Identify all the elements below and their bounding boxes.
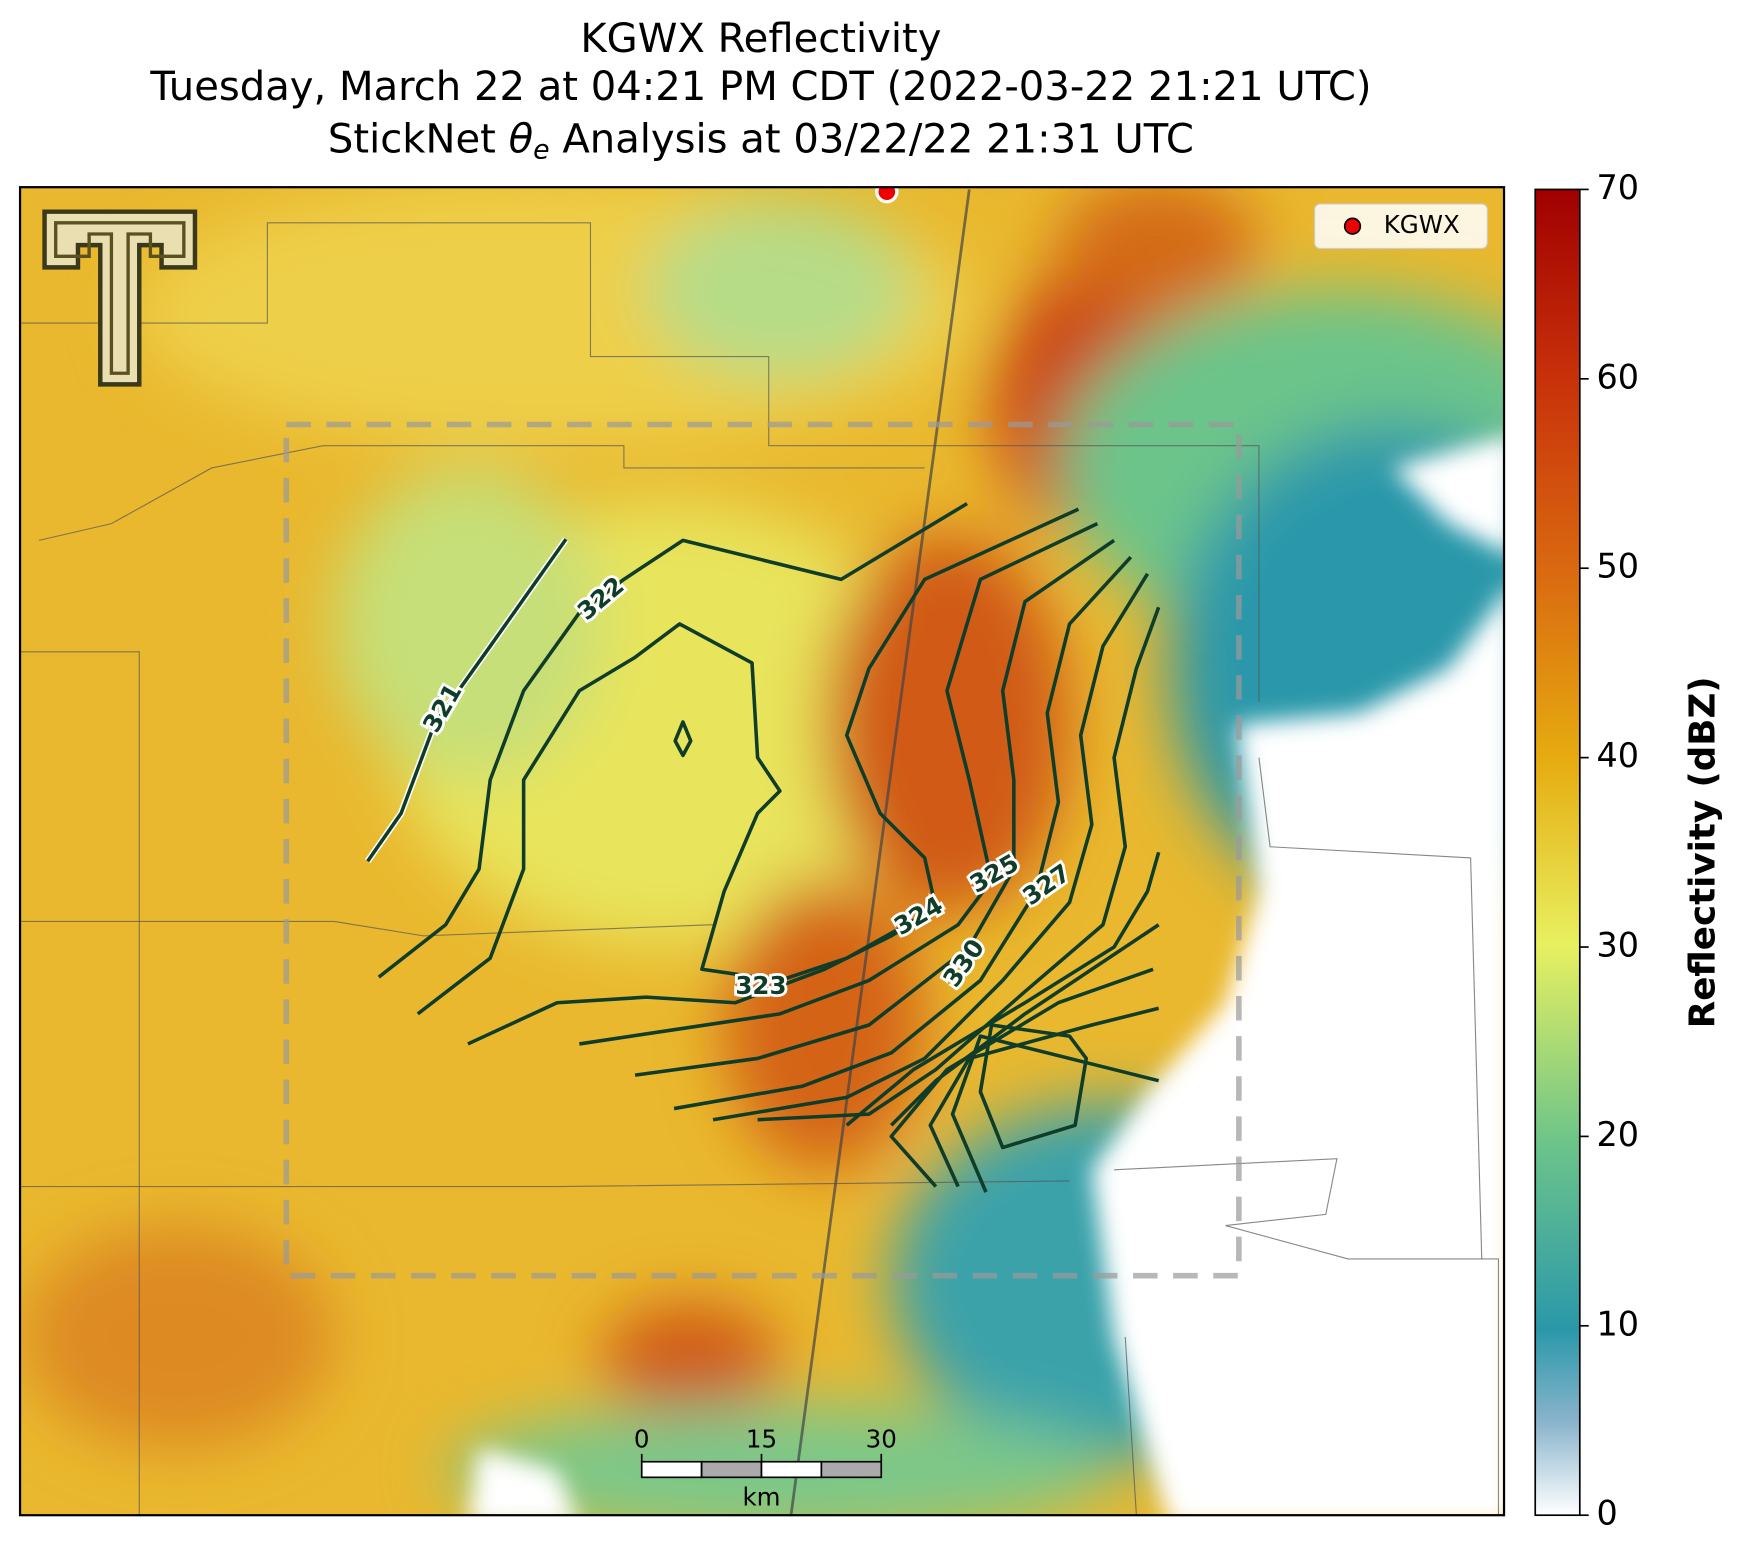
title: KGWX Reflectivity — [580, 16, 941, 62]
scale-tick-label: 15 — [746, 1425, 777, 1454]
scale-tick-label: 30 — [866, 1425, 897, 1454]
subtitle: Tuesday, March 22 at 04:21 PM CDT (2022-… — [149, 64, 1371, 110]
map-frame — [18, 186, 1506, 1517]
text: Analysis at 03/22/22 21:31 UTC — [550, 117, 1194, 163]
colorbar-tick-label: 30 — [1597, 926, 1640, 965]
contours — [364, 502, 1161, 1193]
analysis-title: StickNet θe Analysis at 03/22/22 21:31 U… — [328, 117, 1194, 165]
colorbar: 0 10 20 30 40 50 60 70 — [1534, 168, 1640, 1533]
scale-segment — [820, 1460, 883, 1479]
colorbar-tick-label: 0 — [1597, 1494, 1618, 1533]
colorbar-tick-label: 40 — [1597, 736, 1640, 775]
county-borders — [20, 189, 1500, 1516]
scale-tick-label: 0 — [634, 1425, 650, 1454]
colorbar-tick-label: 70 — [1597, 168, 1640, 207]
colorbar-tick-label: 50 — [1597, 547, 1640, 586]
symbol: θ — [509, 117, 534, 163]
colorbar-label: Reflectivity (dBZ) — [1683, 676, 1724, 1028]
scale-segment — [700, 1460, 763, 1479]
colorbar-tick-label: 20 — [1597, 1115, 1640, 1154]
scale-bar: 0 15 30 km — [634, 1425, 897, 1512]
scale-segment — [760, 1460, 823, 1479]
colorbar-tick-label: 10 — [1597, 1304, 1640, 1343]
text: StickNet — [328, 117, 509, 163]
radar-site — [875, 187, 899, 204]
scale-segment — [640, 1460, 703, 1479]
colorbar-tick-label: 60 — [1597, 357, 1640, 396]
logo — [42, 209, 198, 387]
legend: KGWX — [1314, 203, 1488, 250]
legend-label: KGWX — [1384, 210, 1460, 239]
subscript: e — [533, 134, 549, 165]
contour-label: 323 — [735, 971, 786, 1000]
scale-unit: km — [742, 1482, 780, 1511]
